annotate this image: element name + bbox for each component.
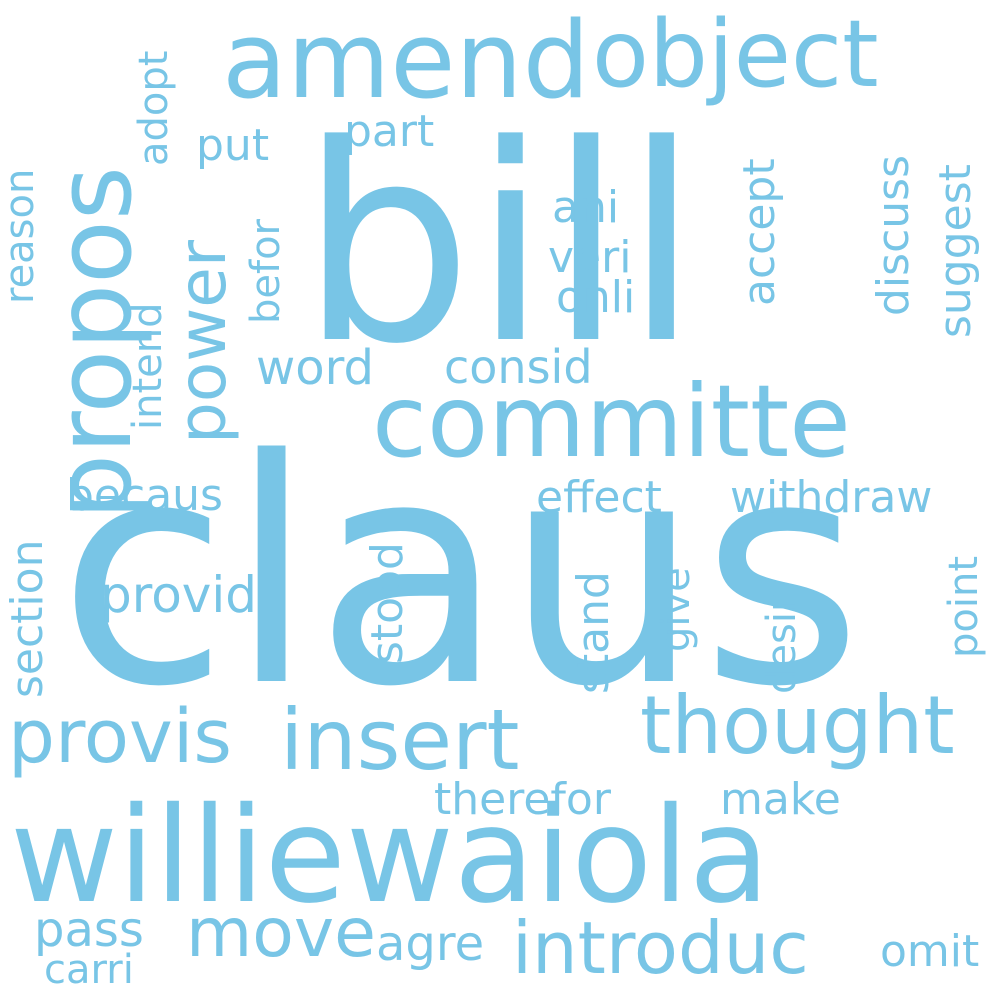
word-part: part — [344, 106, 435, 157]
word-provis: provis — [8, 694, 232, 780]
word-becaus: becaus — [66, 470, 223, 521]
word-withdraw: withdraw — [730, 472, 933, 523]
word-insert: insert — [280, 691, 520, 789]
word-befor: befor — [243, 219, 289, 324]
word-accept: accept — [734, 158, 785, 306]
word-intend: intend — [125, 302, 171, 431]
word-power: power — [164, 240, 241, 444]
word-discuss: discuss — [868, 154, 919, 316]
word-word: word — [256, 340, 374, 396]
word-ani: ani — [552, 182, 620, 233]
word-provid: provid — [100, 566, 258, 624]
word-section: section — [2, 539, 53, 698]
word-consid: consid — [444, 340, 593, 394]
word-reason: reason — [0, 168, 43, 304]
word-move: move — [186, 894, 376, 973]
word-amend: amend — [222, 0, 590, 122]
word-claus: claus — [58, 394, 863, 755]
word-stand: stand — [568, 571, 619, 694]
word-put: put — [196, 120, 270, 171]
word-give: give — [653, 567, 699, 652]
word-stood: stood — [362, 542, 413, 664]
word-effect: effect — [536, 472, 662, 523]
word-omit: omit — [880, 926, 980, 977]
word-desir: desir — [759, 595, 805, 694]
word-carri: carri — [44, 947, 134, 993]
word-adopt: adopt — [131, 50, 177, 166]
word-bill: bill — [300, 88, 700, 404]
word-object: object — [592, 0, 879, 108]
word-onli: onli — [556, 272, 636, 323]
word-thought: thought — [640, 679, 955, 772]
word-point: point — [941, 555, 987, 658]
word-veri: veri — [548, 232, 632, 283]
word-pass: pass — [34, 902, 144, 958]
word-therefor: therefor — [434, 774, 611, 825]
word-committe: committe — [372, 363, 851, 480]
word-agre: agre — [376, 916, 485, 972]
word-williewaiola: williewaiola — [10, 779, 770, 933]
word-make: make — [720, 774, 841, 825]
word-introduc: introduc — [512, 906, 809, 990]
word-suggest: suggest — [930, 164, 981, 338]
